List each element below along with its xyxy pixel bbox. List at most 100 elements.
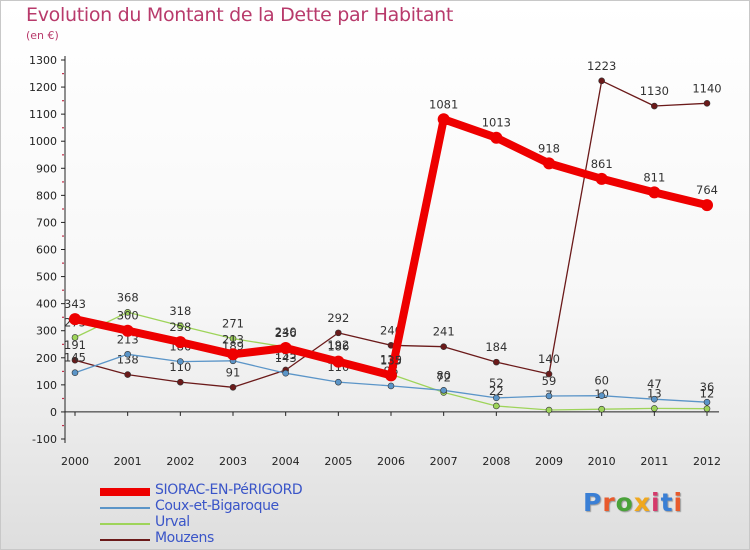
data-point [440,343,447,350]
data-point [651,102,658,110]
data-label: 368 [117,290,139,304]
chart-subtitle: (en €) [26,29,59,42]
y-minor-tick [62,100,64,102]
data-point [229,335,237,342]
data-label: 258 [169,320,191,334]
data-label: 184 [485,340,507,354]
data-label: 811 [643,170,665,184]
y-tick-label: 1100 [29,108,57,121]
data-label: 110 [169,360,191,374]
data-label: 143 [275,351,297,365]
x-tick-label: 2001 [114,455,142,468]
data-label: 292 [327,311,349,325]
y-minor-tick [62,154,64,156]
y-minor-tick [62,424,64,427]
data-point [651,405,658,412]
y-tick-label: 0 [50,406,57,419]
legend-swatch-siorac [100,488,150,496]
data-point [651,395,658,403]
data-label: 59 [542,374,557,388]
x-tick-label: 2003 [219,455,247,468]
x-tick-label: 2009 [535,455,563,468]
data-point [332,355,345,368]
legend-label-mouzens: Mouzens [155,530,214,546]
data-point [71,356,79,364]
legend-label-siorac: SIORAC-EN-PéRIGORD [155,482,303,498]
logo-letter: o [615,488,634,517]
y-minor-tick [62,262,64,264]
y-tick-label: 1200 [29,81,57,94]
data-point [121,324,134,337]
data-label: 318 [169,304,191,318]
data-label: 764 [696,183,718,197]
x-tick-label: 2007 [430,455,458,468]
data-point [598,392,605,399]
logo-letter: P [583,488,603,517]
x-tick-label: 2011 [640,455,668,468]
legend-swatch-urval [100,523,150,525]
data-point [437,113,450,126]
logo-letter: x [633,488,651,517]
y-tick-label: 100 [36,379,57,392]
data-label: 1130 [640,84,669,98]
y-minor-tick [62,208,64,210]
x-tick-label: 2010 [588,455,616,468]
data-label: 22 [489,384,504,398]
data-label: 300 [117,309,139,323]
x-tick-label: 2006 [377,455,405,468]
data-point [545,406,553,414]
y-minor-tick [62,73,64,75]
data-point [493,394,500,402]
data-label: 192 [327,338,349,352]
y-tick-label: 400 [36,298,57,311]
y-tick-label: 1000 [29,135,57,148]
data-point [703,398,711,406]
data-point [71,334,79,341]
data-point [177,378,184,386]
legend-swatch-mouzens [100,539,150,541]
data-label: 213 [222,332,244,346]
x-tick-label: 2005 [324,455,352,468]
y-minor-tick [62,181,64,183]
data-point [545,392,553,400]
y-minor-tick [62,289,64,291]
data-point [703,405,711,412]
logo-letter: t [660,488,674,517]
legend-swatch-coux [100,507,150,509]
data-point [701,199,713,212]
data-point [177,322,184,330]
logo-letter: i [673,488,684,517]
data-point [703,100,711,107]
data-point [227,348,239,361]
data-label: 1140 [692,81,721,95]
y-tick-label: 1300 [29,54,57,67]
data-label: 12 [700,387,715,401]
data-label: 36 [700,380,715,394]
data-point [387,382,395,390]
data-point [598,77,605,85]
data-label: 60 [594,374,609,388]
logo-letter: i [651,488,661,517]
legend-label-urval: Urval [155,514,190,530]
x-tick-label: 2012 [693,455,721,468]
y-minor-tick [62,397,64,400]
data-label: 240 [275,325,297,339]
y-minor-tick [62,343,64,345]
x-tick-label: 2000 [61,455,89,468]
data-point [545,370,553,378]
data-point [282,369,289,377]
data-label: 1223 [587,59,616,73]
data-label: 47 [647,377,662,391]
data-point [543,157,555,170]
data-label: 1081 [429,97,458,111]
data-label: 135 [380,353,402,367]
data-label: 1013 [482,116,511,130]
y-tick-label: 300 [36,325,57,338]
data-point [71,369,79,376]
data-label: 241 [433,325,455,339]
data-label: 91 [226,365,241,379]
data-point [124,309,131,316]
y-tick-label: 700 [36,216,57,229]
data-point [493,402,500,410]
